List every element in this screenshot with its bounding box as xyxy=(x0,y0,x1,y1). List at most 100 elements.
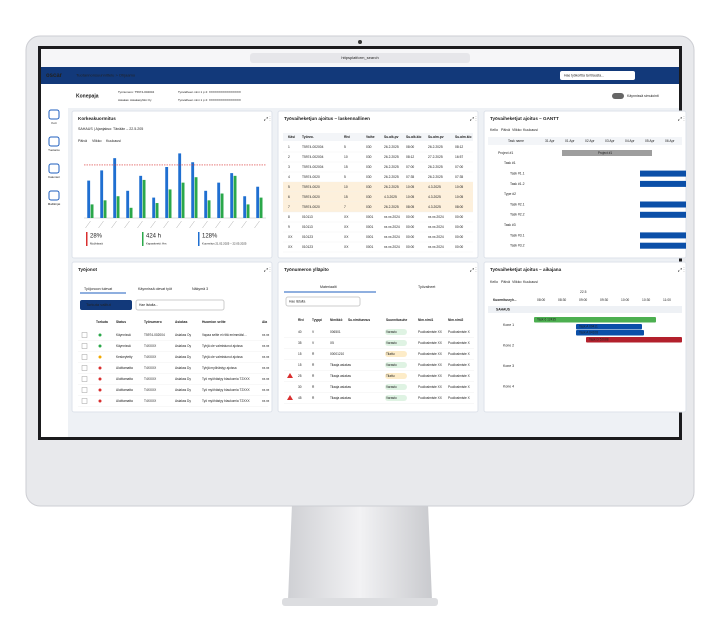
nav-label[interactable]: Mallikirjat xyxy=(48,202,61,206)
cell: 0001 xyxy=(366,245,374,249)
bar xyxy=(116,196,120,218)
tab[interactable]: Näkymä 3 xyxy=(192,287,208,291)
cell: T4XXXX xyxy=(144,388,157,392)
x-tick xyxy=(98,220,104,229)
cell: Tilaaja asiakas xyxy=(330,385,351,389)
cell: 00:00 xyxy=(455,215,463,219)
nav-label[interactable]: Koti xyxy=(51,121,57,125)
gantt-bar xyxy=(640,211,686,218)
cell: xx.xx.2024 xyxy=(428,245,444,249)
cell: 15 xyxy=(298,352,302,356)
bar xyxy=(233,175,237,218)
cell: Tyhjä ole valmistunut ajoissa xyxy=(202,355,243,359)
search-box[interactable] xyxy=(560,71,635,80)
column-header: Nim.nimi2 xyxy=(448,318,463,322)
tab[interactable]: Kuukausi xyxy=(523,128,538,132)
tab[interactable]: Päivä xyxy=(501,280,510,284)
tab[interactable]: Kello xyxy=(490,128,498,132)
cell: Työ myöhästyy blaukomia T2XXX xyxy=(202,377,250,381)
bar xyxy=(259,197,263,218)
field: Työvaiheen nimi 1 p 2: XXXXXXXXXXXXXXXX xyxy=(178,98,241,102)
time: 09:30 xyxy=(600,298,608,302)
cell: 030 xyxy=(366,145,372,149)
column-header: Nimikkö xyxy=(330,318,342,322)
panel-title: Työjonot xyxy=(78,267,98,272)
checkbox xyxy=(81,354,88,360)
warning-icon xyxy=(287,373,293,378)
checkbox xyxy=(81,387,88,393)
column-header: Su.alk.klo xyxy=(406,135,421,139)
cell: Puolivalmiste X xyxy=(448,396,471,400)
cell: R xyxy=(312,352,315,356)
cell: T5974-0020 xyxy=(302,195,320,199)
row-highlight xyxy=(283,182,473,192)
tab[interactable]: Viikko xyxy=(512,128,522,132)
nav-icon xyxy=(48,163,60,174)
button-label[interactable]: Torkuta valitut xyxy=(86,302,112,307)
nav-icon xyxy=(48,190,60,201)
tab[interactable]: Viikko xyxy=(92,139,102,143)
task-name: Task #1.1 xyxy=(510,171,525,175)
tab[interactable]: Päivä xyxy=(78,139,87,143)
status-chip xyxy=(385,395,407,401)
status-dot xyxy=(98,399,102,403)
cell: xx.xx.2024 xyxy=(384,225,400,229)
cell: Keskeytetty xyxy=(116,355,133,359)
stat-label: Myöhässä xyxy=(90,242,103,246)
address-bar[interactable] xyxy=(250,53,470,63)
cell: Asiakas Dy xyxy=(175,399,191,403)
tab[interactable]: Kuukausi xyxy=(106,139,121,143)
tab[interactable]: Käynnissä olevat työt xyxy=(138,287,172,291)
bar xyxy=(90,204,94,218)
stat-marker xyxy=(86,232,88,246)
cell: XX xyxy=(344,245,349,249)
toggle-label: Käynnissä simulointi xyxy=(627,94,659,98)
tab[interactable]: Kuukausi xyxy=(523,280,538,284)
nav-label[interactable]: Kalenteri xyxy=(48,175,60,179)
stat-label: Kapasiteetti: Hrs xyxy=(146,242,167,246)
tab[interactable]: Päivä xyxy=(501,128,510,132)
gantt-header xyxy=(488,137,682,145)
row-highlight xyxy=(283,202,473,212)
group-name: SAHAUS xyxy=(496,307,511,311)
cell: Tilattu xyxy=(386,374,395,378)
cell: T5974-002004 xyxy=(144,333,165,337)
cell: R xyxy=(312,374,315,378)
cell: Käynnissä xyxy=(116,344,131,348)
cell: 10 xyxy=(344,155,348,159)
cell: xx.xx.2024 xyxy=(428,235,444,239)
nav-label[interactable]: Tuotanto xyxy=(48,148,60,152)
toggle[interactable] xyxy=(612,93,624,99)
x-tick xyxy=(163,220,169,229)
stat-marker xyxy=(142,232,144,246)
cell: Puolivalmiste XX xyxy=(418,396,443,400)
tab[interactable]: Materiaalit xyxy=(320,285,337,289)
workshop[interactable]: Konepaja xyxy=(76,93,99,99)
status-chip xyxy=(385,373,407,379)
tab[interactable]: Viikko xyxy=(512,280,522,284)
cell: 10 xyxy=(344,185,348,189)
tab[interactable]: Kello xyxy=(490,280,498,284)
time: 09:00 xyxy=(579,298,587,302)
panel-menu: ⤢ ⋮ xyxy=(470,116,477,122)
cell: 26.2.2025 xyxy=(384,175,399,179)
cell: Puolivalmiste XX xyxy=(418,363,443,367)
column-header: Huomion selite xyxy=(202,320,226,324)
panel xyxy=(71,110,273,259)
cell: T5974-002004 xyxy=(302,145,324,149)
tab[interactable]: Työjonoon tulevat xyxy=(84,287,112,291)
cell: Puolivalmiste X xyxy=(448,341,471,345)
cell: XX xyxy=(344,235,349,239)
cell: 35 xyxy=(298,341,302,345)
gantt-bar xyxy=(640,242,686,249)
task-name: Task #2.1 xyxy=(510,202,525,206)
x-tick xyxy=(137,220,143,229)
cell: Aloittamatta xyxy=(116,377,133,381)
bar xyxy=(207,200,211,218)
bar xyxy=(152,197,156,218)
cell: R xyxy=(312,363,315,367)
checkbox xyxy=(81,398,88,404)
gantt-bar xyxy=(640,201,686,208)
tab[interactable]: Työvaiheet xyxy=(418,285,435,289)
task-name: Task #3 xyxy=(504,223,516,227)
